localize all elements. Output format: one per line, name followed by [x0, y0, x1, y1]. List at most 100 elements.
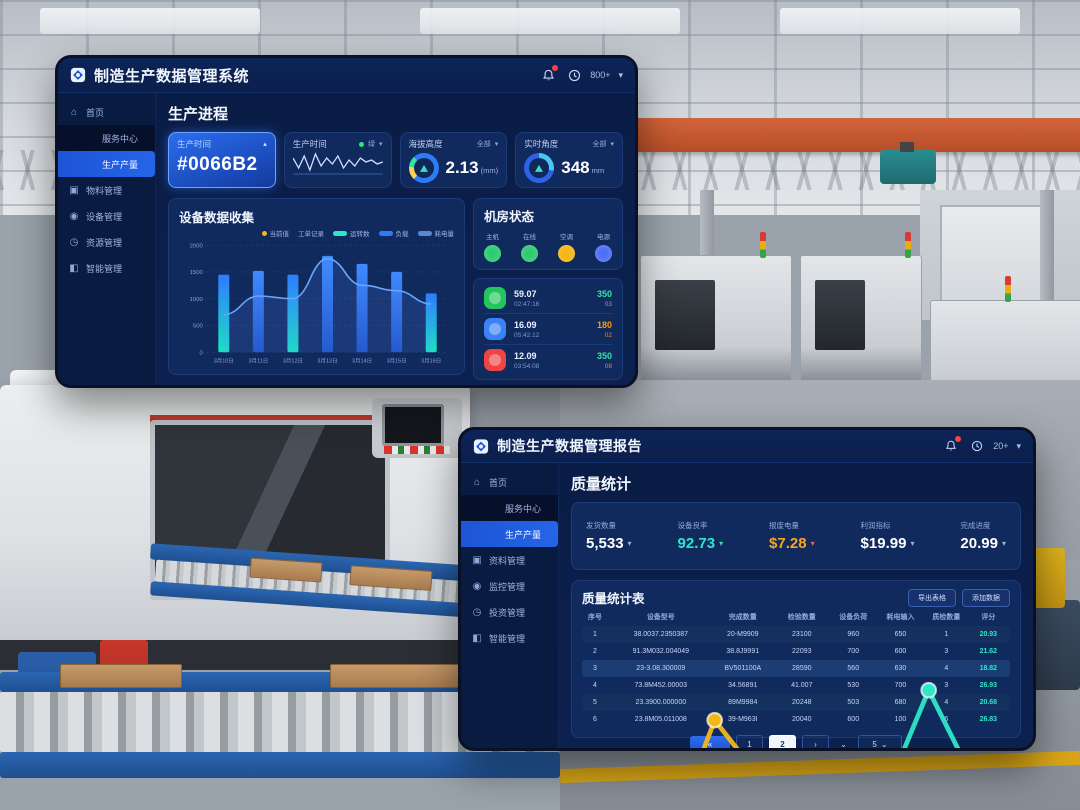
- table-column-header[interactable]: 序号: [588, 614, 602, 621]
- signal-tower-light: [760, 232, 766, 258]
- chevron-down-icon[interactable]: ▾: [810, 539, 815, 548]
- sidebar-item[interactable]: ▣ 物料管理: [58, 177, 155, 203]
- sidebar-item[interactable]: ◧ 智能管理: [58, 255, 155, 281]
- sidebar-item-label: 监控管理: [489, 581, 526, 592]
- app-logo-icon: [473, 438, 489, 454]
- table-cell: 600: [894, 648, 907, 655]
- stat-item[interactable]: 报废电量 $7.28 ▾: [769, 520, 815, 552]
- chevron-down-icon[interactable]: ▾: [494, 141, 499, 148]
- help-clock-icon[interactable]: [969, 438, 985, 454]
- status-indicator[interactable]: 电源: [595, 231, 612, 262]
- legend-item[interactable]: 负载: [378, 228, 409, 238]
- legend-item[interactable]: 当前值: [261, 228, 289, 238]
- table-column-header[interactable]: 检验数量: [787, 614, 816, 621]
- chevron-down-icon[interactable]: ▾: [719, 539, 724, 548]
- dashboard-window-production: 制造生产数据管理系统 800+ ▾ ⌂ 首页 服务中心 生产产量: [55, 55, 638, 388]
- user-badge[interactable]: 800+: [590, 70, 611, 80]
- table-action-button[interactable]: 添加数据: [962, 588, 1010, 607]
- status-indicator[interactable]: 空调: [558, 231, 575, 262]
- stat-item[interactable]: 完成进度 20.99 ▾: [960, 520, 1006, 552]
- header-chevron-down-icon[interactable]: ▾: [618, 69, 623, 80]
- status-item-title: 59.07: [514, 288, 537, 299]
- sidebar-item-label: 设备管理: [86, 211, 123, 222]
- stat-item[interactable]: 利润指标 $19.99 ▾: [861, 520, 915, 552]
- stat-item[interactable]: 发货数量 5,533 ▾: [586, 520, 632, 552]
- sidebar-item[interactable]: ▣ 资料管理: [461, 547, 558, 573]
- table-cell: 3: [593, 665, 597, 672]
- status-indicator[interactable]: 在线: [521, 231, 538, 262]
- sidebar-item[interactable]: ⌂ 首页: [461, 469, 558, 495]
- header-chevron-down-icon[interactable]: ▾: [1016, 440, 1021, 451]
- sidebar-item[interactable]: 服务中心: [58, 125, 155, 151]
- table-body: 1 38.0037.2350387 20-M9909 23100 960 650 1 20.9…: [582, 626, 1010, 748]
- table-column-header[interactable]: 耗电输入: [886, 614, 915, 621]
- table-row[interactable]: 6 23.8M05.011008 39-M963I 20040 600 100 6 26.83: [582, 711, 1010, 728]
- status-label: 电源: [597, 234, 610, 241]
- pagination-prev-button[interactable]: «: [690, 736, 730, 748]
- chevron-up-icon[interactable]: ▴: [263, 141, 267, 148]
- table-cell: 20-M9909: [727, 631, 759, 638]
- table-cell: BV501100A: [724, 665, 762, 672]
- chevron-down-icon[interactable]: ▾: [910, 539, 915, 548]
- status-item-value: 350: [596, 288, 612, 299]
- table-row[interactable]: 5 23.3900.000000 89M9984 20248 503 680 4 20.68: [582, 694, 1010, 711]
- svg-text:3月11日: 3月11日: [248, 358, 268, 365]
- status-list-item[interactable]: 59.07 02:47:16 350 03: [484, 283, 612, 314]
- chevron-down-icon[interactable]: ▾: [1001, 539, 1006, 548]
- chevron-down-icon[interactable]: ▾: [610, 141, 614, 148]
- legend-item[interactable]: 耗电量: [417, 228, 454, 238]
- sidebar-item[interactable]: ⌂ 首页: [58, 99, 155, 125]
- kpi-card-production-id[interactable]: 生产时间 ▴ #0066B2: [168, 132, 276, 188]
- table-column-header[interactable]: 评分: [981, 614, 996, 621]
- app1-title: 制造生产数据管理系统: [94, 67, 250, 85]
- table-row[interactable]: 2 91.3M032.004049 38.8J9991 22093 700 600 3 21.…: [582, 643, 1010, 660]
- app1-sidebar: ⌂ 首页 服务中心 生产产量 ▣ 物料管理 ◉ 设备管理 ◷ 资源管理: [58, 93, 156, 385]
- sidebar-item[interactable]: ◷ 投资管理: [461, 599, 558, 625]
- stat-item[interactable]: 设备良率 92.73 ▾: [678, 520, 724, 552]
- user-badge[interactable]: 20+: [993, 441, 1009, 451]
- table-row[interactable]: 4 73.8M452.00003 34.56891 41.007 530 700 3 26.9…: [582, 677, 1010, 694]
- status-item-icon: [484, 287, 506, 309]
- status-list-item[interactable]: 12.09 03:54:08 350 08: [484, 345, 612, 375]
- chevron-down-icon[interactable]: ▾: [378, 141, 383, 148]
- sidebar-item[interactable]: ◧ 智能管理: [461, 625, 558, 651]
- pagination-page-button-active[interactable]: 2: [769, 735, 796, 748]
- legend-item[interactable]: 运转数: [333, 228, 370, 238]
- pagination-page-button[interactable]: 1: [736, 735, 763, 748]
- chart-legend: 当前值 工单记录 运转数 负载: [179, 228, 454, 238]
- kpi-card-altitude[interactable]: 海拔高度 全部 ▾ 2.13 (mm): [399, 132, 508, 188]
- pagination-page-size-select[interactable]: 5 ⌄: [858, 735, 902, 748]
- sidebar-item[interactable]: 服务中心: [461, 495, 558, 521]
- pagination-next-button[interactable]: ›: [802, 735, 829, 748]
- svg-text:1500: 1500: [190, 270, 203, 276]
- sidebar-item[interactable]: 生产产量: [461, 521, 558, 547]
- sidebar-item[interactable]: 生产产量: [58, 151, 155, 177]
- help-clock-icon[interactable]: [566, 67, 582, 83]
- status-indicator[interactable]: 主机: [484, 231, 501, 262]
- table-column-header[interactable]: 完成数量: [728, 614, 757, 621]
- table-column-header[interactable]: 设备型号: [646, 614, 675, 621]
- kpi-label: 实时角度: [524, 139, 559, 149]
- pagination-more-chevron-icon[interactable]: ⌄: [840, 740, 847, 749]
- signal-tower-light: [905, 232, 911, 258]
- notification-bell-icon[interactable]: [943, 436, 962, 454]
- sidebar-item-label: 首页: [489, 477, 508, 488]
- sidebar-item[interactable]: ◉ 监控管理: [461, 573, 558, 599]
- table-column-header[interactable]: 质检数量: [932, 614, 961, 621]
- kpi-card-realtime-angle[interactable]: 实时角度 全部 ▾ 348 mm: [515, 132, 623, 188]
- table-row[interactable]: 3 23-3.08.300009 BV501100A 28590 560 630 4 18.8…: [582, 660, 1010, 677]
- status-list-item[interactable]: 16.09 05:42:12 180 02: [484, 314, 612, 345]
- chevron-down-icon[interactable]: ▾: [627, 539, 632, 548]
- room-status-panel: 机房状态 主机 在线 空调: [473, 198, 623, 270]
- table-column-header[interactable]: 设备负荷: [839, 614, 868, 621]
- sidebar-item[interactable]: ◷ 资源管理: [58, 229, 155, 255]
- kpi-menu[interactable]: 全部: [476, 141, 491, 148]
- table-action-button[interactable]: 导出表格: [908, 588, 956, 607]
- kpi-tag: 绿: [367, 141, 375, 148]
- sidebar-item[interactable]: ◉ 设备管理: [58, 203, 155, 229]
- table-row[interactable]: 1 38.0037.2350387 20-M9909 23100 960 650 1 20.9…: [582, 626, 1010, 643]
- kpi-menu[interactable]: 全部: [592, 141, 607, 148]
- legend-item[interactable]: 工单记录: [298, 228, 324, 238]
- kpi-card-production-time[interactable]: 生产时间 绿 ▾: [283, 132, 392, 188]
- notification-bell-icon[interactable]: [540, 65, 559, 83]
